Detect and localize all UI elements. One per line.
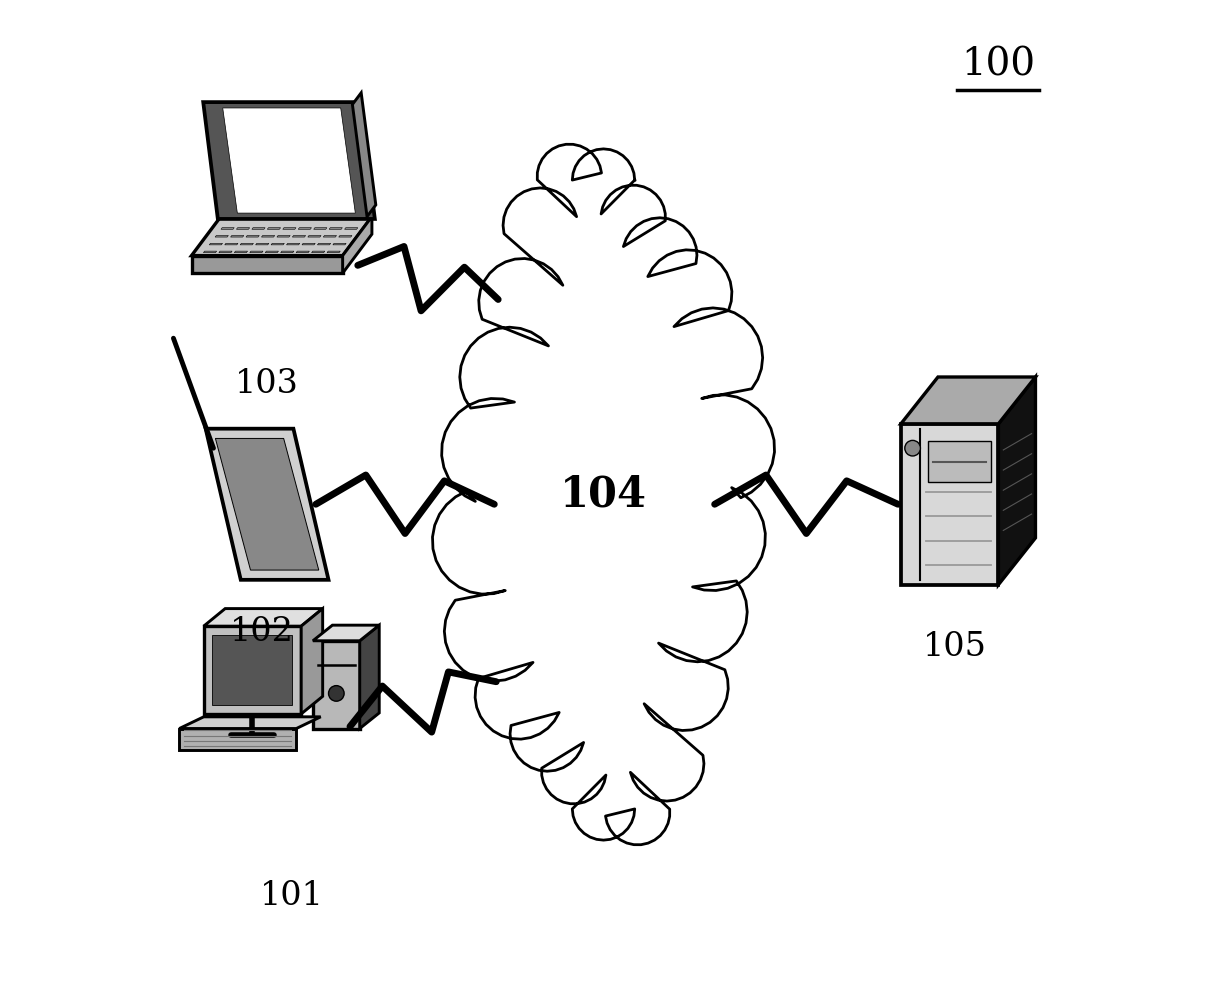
- Polygon shape: [234, 251, 247, 252]
- Polygon shape: [282, 227, 296, 229]
- Polygon shape: [323, 235, 337, 237]
- Polygon shape: [204, 626, 302, 714]
- Polygon shape: [302, 243, 315, 245]
- Text: 102: 102: [231, 616, 295, 649]
- Polygon shape: [327, 251, 340, 252]
- Polygon shape: [205, 428, 328, 580]
- Polygon shape: [225, 243, 238, 245]
- Polygon shape: [267, 227, 280, 229]
- Polygon shape: [360, 625, 379, 729]
- Polygon shape: [313, 625, 379, 641]
- Polygon shape: [246, 235, 260, 237]
- Polygon shape: [180, 729, 297, 750]
- Polygon shape: [212, 635, 292, 705]
- Polygon shape: [252, 227, 266, 229]
- Polygon shape: [352, 93, 375, 217]
- Polygon shape: [192, 255, 343, 273]
- Polygon shape: [240, 243, 253, 245]
- Text: 100: 100: [961, 46, 1036, 84]
- Polygon shape: [281, 251, 295, 252]
- Polygon shape: [250, 251, 263, 252]
- Polygon shape: [900, 377, 1036, 424]
- Polygon shape: [237, 227, 250, 229]
- Polygon shape: [180, 717, 321, 729]
- Text: 105: 105: [922, 631, 986, 663]
- Polygon shape: [215, 438, 319, 570]
- Text: 104: 104: [560, 474, 647, 515]
- Polygon shape: [266, 251, 279, 252]
- Polygon shape: [204, 251, 217, 252]
- Polygon shape: [215, 235, 228, 237]
- Polygon shape: [256, 243, 269, 245]
- Polygon shape: [231, 235, 244, 237]
- Circle shape: [328, 685, 344, 701]
- Text: 101: 101: [260, 879, 323, 912]
- Polygon shape: [308, 235, 321, 237]
- Polygon shape: [276, 235, 290, 237]
- Polygon shape: [432, 144, 775, 845]
- Polygon shape: [900, 424, 998, 584]
- Polygon shape: [339, 235, 352, 237]
- Polygon shape: [209, 243, 222, 245]
- Polygon shape: [204, 608, 322, 626]
- Polygon shape: [998, 377, 1036, 584]
- Polygon shape: [313, 641, 360, 729]
- Polygon shape: [272, 243, 285, 245]
- Polygon shape: [298, 227, 311, 229]
- Polygon shape: [317, 243, 331, 245]
- FancyBboxPatch shape: [928, 441, 991, 483]
- Polygon shape: [302, 608, 322, 714]
- Polygon shape: [221, 227, 234, 229]
- Polygon shape: [344, 227, 357, 229]
- Polygon shape: [311, 251, 325, 252]
- Polygon shape: [262, 235, 275, 237]
- Polygon shape: [192, 217, 372, 255]
- Polygon shape: [218, 251, 232, 252]
- Polygon shape: [296, 251, 309, 252]
- Polygon shape: [333, 243, 346, 245]
- Polygon shape: [343, 217, 372, 273]
- Polygon shape: [330, 227, 343, 229]
- Polygon shape: [292, 235, 305, 237]
- Polygon shape: [203, 102, 375, 219]
- Circle shape: [905, 440, 921, 456]
- Text: 103: 103: [235, 368, 299, 400]
- Polygon shape: [314, 227, 327, 229]
- Polygon shape: [223, 108, 355, 213]
- Polygon shape: [286, 243, 299, 245]
